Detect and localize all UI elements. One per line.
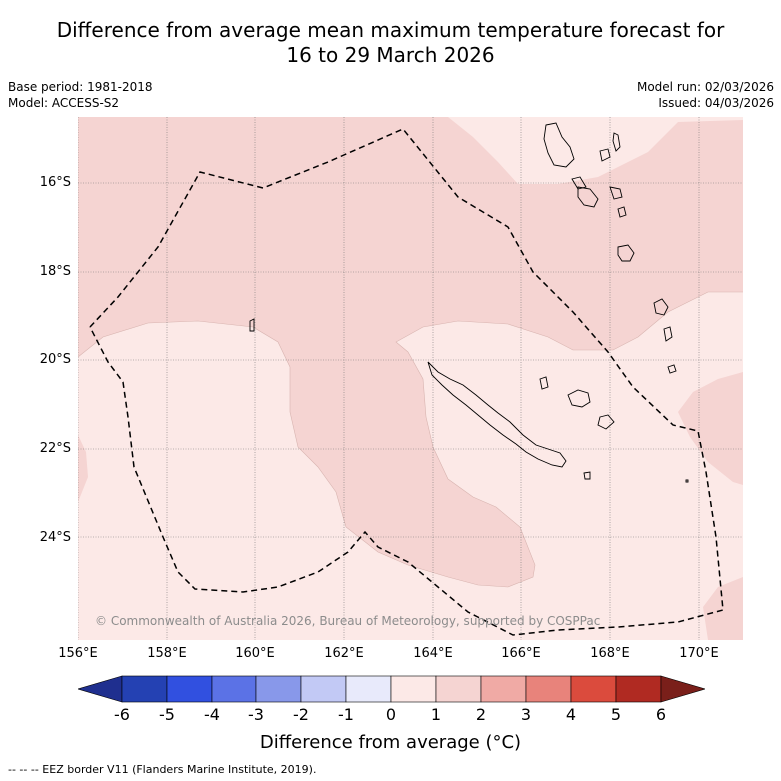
colorbar-tick: -6 (114, 705, 130, 724)
colorbar-swatch-above (660, 675, 705, 703)
lon-label-166e: 166°E (501, 646, 541, 661)
colorbar (78, 675, 705, 703)
lat-label-18s: 18°S (39, 264, 71, 279)
vanuatu-tanna (663, 326, 673, 342)
base-period: Base period: 1981-2018 (8, 80, 153, 94)
vanuatu-ambrym (609, 186, 623, 200)
vanuatu-espiritu-santo (543, 122, 575, 168)
vanuatu-efate (617, 244, 635, 262)
anomaly-0-to-1-northeast (448, 117, 743, 184)
lon-label-158e: 158°E (147, 646, 187, 661)
vanuatu-malakula (577, 186, 599, 208)
colorbar-label: Difference from average (°C) (259, 732, 522, 753)
lon-label-162e: 162°E (324, 646, 364, 661)
anomaly-1-to-2-west (78, 435, 88, 502)
vanuatu-aneityum (667, 364, 677, 374)
model-run: Model run: 02/03/2026 (636, 80, 774, 94)
meta-left: Base period: 1981-2018 Model: ACCESS-S2 (8, 79, 153, 111)
model-name: Model: ACCESS-S2 (8, 96, 120, 110)
meta-right: Model run: 02/03/2026 Issued: 04/03/2026 (637, 79, 774, 111)
colorbar-tick: 1 (430, 705, 442, 724)
vanuatu-pentecost (612, 132, 621, 152)
colorbar-tick: 4 (565, 705, 577, 724)
issued-date: Issued: 04/03/2026 (658, 96, 774, 110)
vanuatu-erromango (653, 298, 669, 316)
vanuatu-ambae (571, 176, 587, 190)
colorbar-swatch (615, 675, 662, 703)
copyright-notice: © Commonwealth of Australia 2026, Bureau… (95, 614, 601, 628)
lon-label-170e: 170°E (679, 646, 719, 661)
lon-label-160e: 160°E (235, 646, 275, 661)
loyalty-island-lifou (567, 389, 591, 408)
colorbar-swatch (345, 675, 392, 703)
colorbar-swatch (525, 675, 572, 703)
graticule (78, 117, 743, 640)
small-islet-west (249, 318, 255, 332)
colorbar-tick: 6 (655, 705, 667, 724)
colorbar-tick: 5 (610, 705, 622, 724)
eez-legend: -- -- -- EEZ border V11 (Flanders Marine… (8, 763, 317, 776)
colorbar-tick: -5 (159, 705, 175, 724)
colorbar-swatch-below (78, 675, 123, 703)
lon-label-168e: 168°E (590, 646, 630, 661)
colorbar-tick: 0 (385, 705, 397, 724)
lat-label-20s: 20°S (39, 352, 71, 367)
new-caledonia-coast (427, 361, 567, 468)
coastlines (249, 122, 689, 483)
colorbar-tick: -2 (293, 705, 309, 724)
colorbar-tick: -3 (248, 705, 264, 724)
colorbar-swatch (570, 675, 617, 703)
chart-title: Difference from average mean maximum tem… (0, 18, 781, 68)
colorbar-swatch (390, 675, 437, 703)
lon-label-156e: 156°E (58, 646, 98, 661)
anomaly-1-to-2-south (703, 577, 743, 640)
colorbar-tick: 3 (520, 705, 532, 724)
colorbar-swatch (255, 675, 302, 703)
colorbar-tick: -1 (338, 705, 354, 724)
isle-of-pines (583, 471, 591, 480)
colorbar-swatch (166, 675, 213, 703)
colorbar-swatch (480, 675, 527, 703)
loyalty-island-ouvea (539, 376, 549, 390)
colorbar-swatch (211, 675, 257, 703)
loyalty-island-mare (597, 414, 615, 430)
colorbar-tick: 2 (475, 705, 487, 724)
anomaly-1-to-2-southeast (678, 372, 743, 485)
lat-label-16s: 16°S (39, 175, 71, 190)
title-line-1: Difference from average mean maximum tem… (56, 18, 725, 42)
lon-label-164e: 164°E (413, 646, 453, 661)
lat-label-22s: 22°S (39, 441, 71, 456)
vanuatu-epi (617, 206, 627, 218)
title-line-2: 16 to 29 March 2026 (286, 43, 495, 67)
forecast-map (78, 117, 743, 640)
lat-label-24s: 24°S (39, 530, 71, 545)
anomaly-0-to-1-west (78, 292, 743, 640)
vanuatu-maewo (599, 148, 611, 162)
colorbar-swatch (121, 675, 168, 703)
colorbar-swatch (435, 675, 482, 703)
colorbar-tick: -4 (204, 705, 220, 724)
hunter-island (685, 479, 689, 483)
colorbar-swatch (300, 675, 347, 703)
